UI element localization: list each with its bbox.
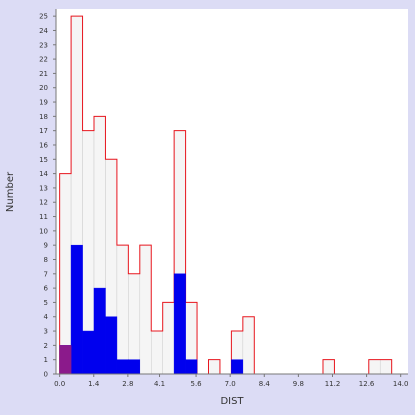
highlight-series <box>59 345 72 375</box>
filled-bar <box>128 359 141 375</box>
x-axis-label: DIST <box>220 396 244 407</box>
y-tick-label: 24 <box>39 27 48 35</box>
filled-bar <box>173 273 186 375</box>
y-tick-label: 6 <box>44 285 49 293</box>
filled-bar <box>93 287 106 375</box>
y-tick-label: 12 <box>39 199 48 207</box>
y-tick-label: 21 <box>39 70 48 78</box>
highlight-bar <box>59 345 72 375</box>
y-tick-label: 20 <box>39 84 48 92</box>
outline-bar <box>208 359 221 375</box>
outline-bar <box>59 173 72 375</box>
outline-bar <box>116 244 129 375</box>
x-tick-label: 11.2 <box>325 380 341 388</box>
outline-bar <box>368 359 381 375</box>
filled-bar <box>70 244 83 375</box>
x-tick-label: 9.8 <box>293 380 304 388</box>
y-tick-label: 23 <box>39 41 48 49</box>
y-tick-label: 17 <box>39 127 48 135</box>
x-tick-label: 8.4 <box>259 380 271 388</box>
y-tick-label: 9 <box>44 242 48 250</box>
outline-bar <box>150 330 163 375</box>
outline-bar <box>242 316 255 375</box>
x-tick-label: 5.6 <box>190 380 202 388</box>
filled-bar <box>231 359 244 375</box>
y-tick-label: 19 <box>39 99 48 107</box>
outline-bar <box>128 273 141 375</box>
outline-bar <box>162 302 175 375</box>
y-tick-label: 1 <box>44 356 48 364</box>
x-tick-label: 14.0 <box>393 380 409 388</box>
y-tick-label: 11 <box>39 213 48 221</box>
y-tick-label: 7 <box>44 270 48 278</box>
y-tick-label: 22 <box>39 56 48 64</box>
y-tick-label: 15 <box>39 156 48 164</box>
y-tick-label: 13 <box>39 184 48 192</box>
outline-bar <box>139 244 152 375</box>
y-tick-label: 16 <box>39 141 48 149</box>
x-tick-label: 2.8 <box>122 380 133 388</box>
y-ticks: 0123456789101112131415161718192021222324… <box>39 13 56 379</box>
y-tick-label: 25 <box>39 13 48 21</box>
x-tick-label: 1.4 <box>88 380 100 388</box>
y-tick-label: 14 <box>39 170 48 178</box>
y-tick-label: 5 <box>44 299 48 307</box>
outline-bar <box>322 359 335 375</box>
y-tick-label: 0 <box>44 371 48 379</box>
y-tick-label: 18 <box>39 113 48 121</box>
x-tick-label: 0.0 <box>54 380 65 388</box>
filled-bar <box>105 316 118 375</box>
y-tick-label: 8 <box>44 256 48 264</box>
x-tick-label: 12.6 <box>359 380 375 388</box>
y-tick-label: 2 <box>44 342 48 350</box>
y-tick-label: 4 <box>44 313 49 321</box>
y-tick-label: 3 <box>44 328 48 336</box>
x-tick-label: 4.1 <box>154 380 165 388</box>
filled-bar <box>185 359 198 375</box>
outline-bar <box>379 359 392 375</box>
y-axis-label: Number <box>5 171 16 212</box>
x-tick-label: 7.0 <box>225 380 236 388</box>
filled-bar <box>116 359 129 375</box>
x-ticks: 0.0 1.4 2.8 4.1 5.6 7.0 8.4 9.8 11.2 12.6 14.0 <box>54 374 408 388</box>
y-tick-label: 10 <box>39 227 48 235</box>
filled-bar <box>82 330 95 375</box>
